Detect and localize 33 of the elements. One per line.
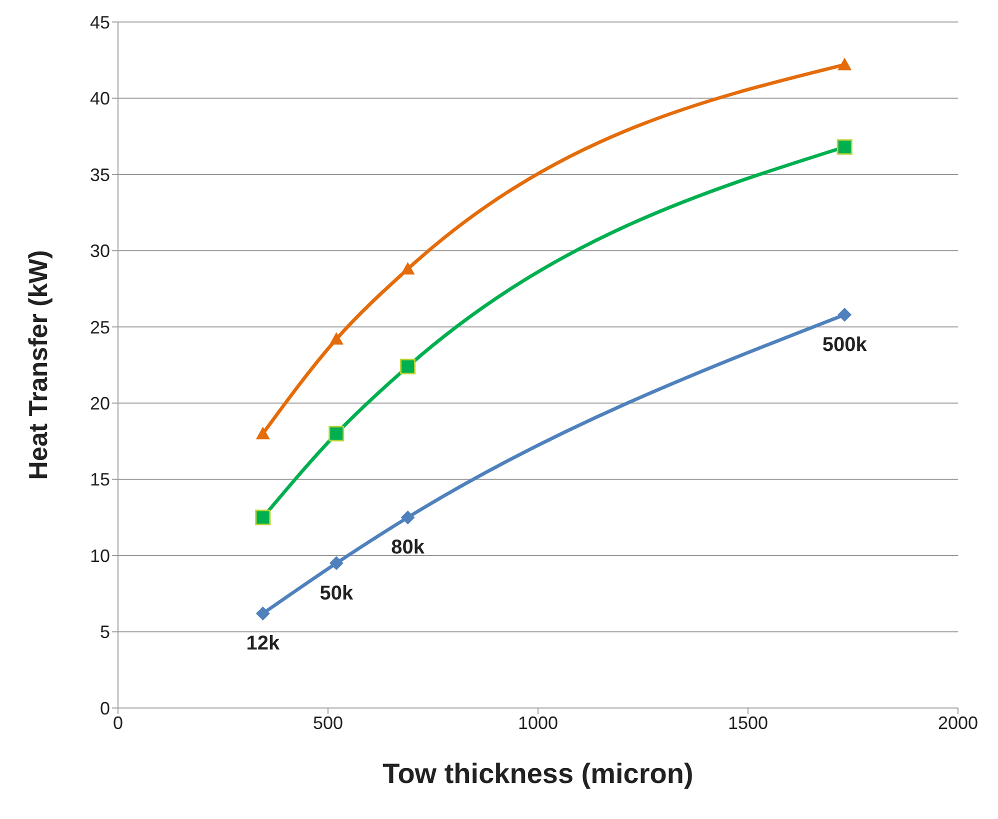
point xyxy=(400,262,415,275)
x-axis-title: Tow thickness (micron) xyxy=(382,758,694,789)
point xyxy=(256,426,270,440)
point xyxy=(256,606,270,620)
point xyxy=(400,358,416,374)
annotation: 500k xyxy=(822,334,868,356)
point xyxy=(329,332,344,345)
x-tick-label: 500 xyxy=(312,712,344,733)
y-tick-label: 15 xyxy=(90,470,110,490)
y-axis-title: Heat Transfer (kW) xyxy=(23,250,54,480)
point xyxy=(836,139,852,155)
y-tick-label: 45 xyxy=(90,12,110,32)
x-tick-label: 2000 xyxy=(938,712,978,733)
x-tick-label: 1500 xyxy=(728,712,768,733)
y-tick-label: 0 xyxy=(100,698,110,718)
point xyxy=(838,308,852,322)
annotation: 12k xyxy=(246,632,280,655)
y-tick-label: 30 xyxy=(90,241,110,262)
annotation: 50k xyxy=(320,582,354,604)
x-tick-label: 0 xyxy=(112,712,124,733)
y-tick-label: 25 xyxy=(90,317,110,338)
point xyxy=(400,510,415,524)
x-tick-label: 1000 xyxy=(518,712,558,733)
y-tick-label: 40 xyxy=(90,88,110,109)
point xyxy=(329,556,344,570)
point xyxy=(838,58,852,70)
y-tick-label: 35 xyxy=(90,164,110,185)
y-tick-label: 20 xyxy=(90,394,110,414)
annotation: 80k xyxy=(391,536,426,559)
point xyxy=(255,510,271,526)
y-tick-label: 5 xyxy=(100,622,110,642)
point xyxy=(328,426,344,442)
y-tick-label: 10 xyxy=(90,546,110,566)
